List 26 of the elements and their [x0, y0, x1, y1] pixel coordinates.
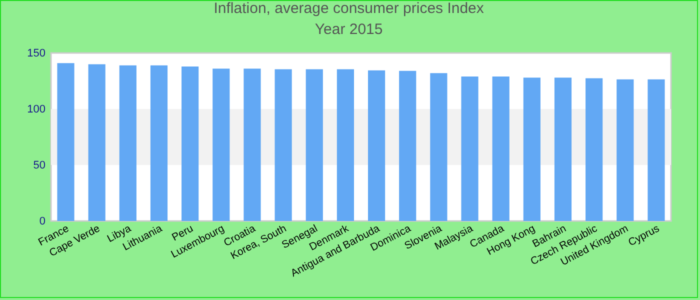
y-tick-label: 150: [27, 48, 46, 60]
bar: [430, 73, 448, 221]
bar: [336, 69, 354, 221]
bar: [306, 69, 323, 221]
y-tick-label: 50: [33, 160, 46, 172]
y-tick-label: 0: [39, 216, 46, 228]
chart-title: Inflation, average consumer prices Index: [214, 0, 484, 17]
bar: [368, 70, 386, 221]
bar: [244, 68, 261, 221]
bar: [461, 76, 478, 221]
chart-subtitle: Year 2015: [314, 21, 383, 38]
bar: [119, 65, 136, 221]
bar: [648, 79, 665, 221]
bar: [586, 78, 603, 221]
bar: [492, 76, 510, 221]
bar: [150, 65, 168, 221]
bar: [88, 64, 106, 221]
bar: [523, 78, 540, 221]
bar: [399, 70, 416, 221]
bar: [212, 68, 230, 221]
y-tick-label: 100: [27, 104, 46, 116]
bar: [274, 69, 292, 221]
bar: [57, 63, 74, 221]
bar: [182, 66, 199, 221]
bar: [554, 78, 572, 221]
bar: [616, 79, 634, 221]
